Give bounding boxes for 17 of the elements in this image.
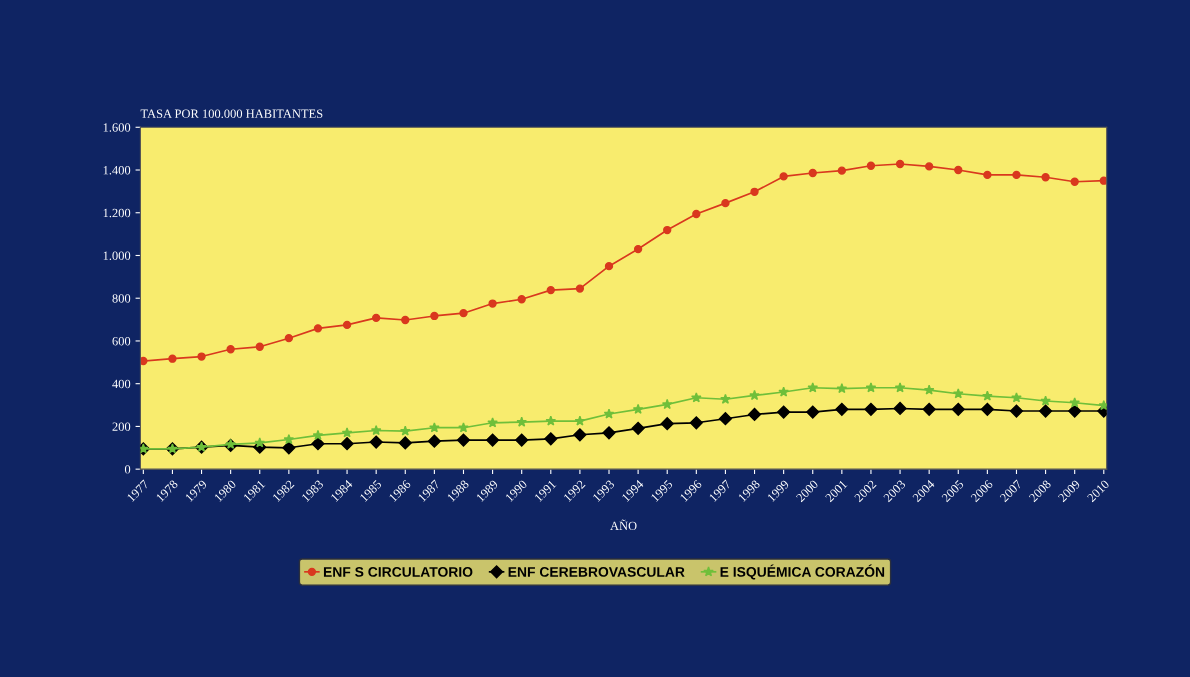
x-tick-label: 1981 — [243, 479, 266, 502]
x-axis-title: AÑO — [610, 519, 637, 531]
y-tick-label: 200 — [112, 422, 131, 431]
y-tick-label: 1.200 — [103, 208, 131, 218]
x-tick-label: 2001 — [824, 479, 848, 503]
y-tick-label: 800 — [112, 294, 131, 303]
y-tick-label: 0 — [124, 465, 131, 474]
y-tick-label: 1.000 — [103, 251, 131, 260]
y-tick-label: 1.600 — [103, 123, 131, 132]
legend-label: E ISQUÉMICA CORAZÓN — [720, 564, 885, 580]
legend-label: ENF CEREBROVASCULAR — [508, 567, 685, 577]
y-tick-label: 1.400 — [103, 166, 131, 175]
y-tick-label: 600 — [112, 336, 131, 346]
y-axis-title: TASA POR 100.000 HABITANTES — [140, 109, 323, 118]
legend-label: ENF S CIRCULATORIO — [323, 567, 473, 577]
x-tick-label: 1991 — [534, 479, 557, 502]
y-tick-label: 400 — [112, 379, 131, 389]
